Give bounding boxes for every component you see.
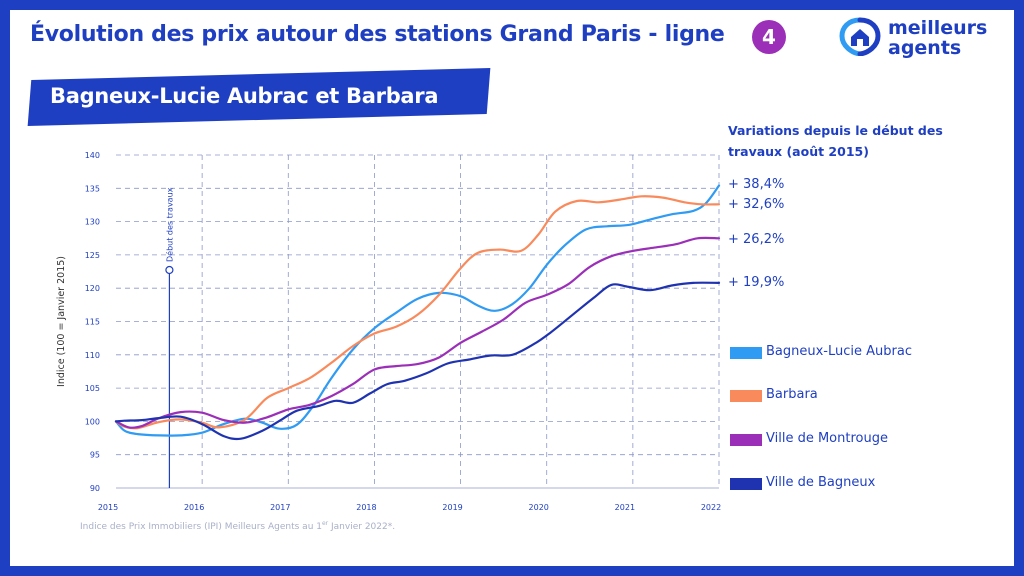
x-tick-label: 2017 [270,503,290,512]
station-name: Bagneux-Lucie Aubrac et Barbara [50,84,439,108]
variation-ville-bagneux: + 19,9% [728,275,785,290]
x-tick-label: 2020 [529,503,549,512]
legend-swatch [730,478,762,490]
line-number-badge: 4 [752,20,786,54]
y-tick-label: 105 [85,384,100,393]
series-line-bagneux-lucie-aubrac [114,184,721,437]
series-line-ville-de-montrouge [114,236,721,429]
variation-barbara: + 32,6% [728,197,785,212]
x-tick-label: 2016 [184,503,204,512]
legend-swatch [730,390,762,402]
house-pin-icon [839,17,881,57]
variations-title: Variations depuis le début des travaux (… [728,123,943,159]
legend-label: Ville de Bagneux [766,475,876,490]
page-title: Évolution des prix autour des stations G… [30,22,725,47]
logo-line-2: agents [888,37,962,59]
x-tick-label: 2015 [98,503,118,512]
footnote-sup: er [321,520,329,527]
x-tick-label: 2019 [442,503,462,512]
x-tick-label: 2021 [615,503,635,512]
y-tick-label: 95 [90,451,100,460]
annotation-label: Début des travaux [164,187,174,262]
legend-label: Ville de Montrouge [766,431,888,446]
y-axis-label: Indice (100 = Janvier 2015) [56,256,67,387]
y-tick-label: 90 [90,484,100,493]
footnote-tail: Janvier 2022*. [328,522,396,532]
y-tick-label: 135 [85,184,100,193]
variation-bagneux-lucie-aubrac: + 38,4% [728,177,785,192]
footnote-text: Indice des Prix Immobiliers (IPI) Meille… [80,522,322,532]
y-tick-label: 110 [85,351,100,360]
series-line-ville-de-bagneux [114,281,721,441]
variation-montrouge: + 26,2% [728,232,785,247]
series-line-barbara [114,195,721,430]
logo-text: meilleurs agents [888,18,987,58]
legend-label: Bagneux-Lucie Aubrac [766,344,912,359]
y-tick-label: 100 [85,417,100,426]
annotation-marker [165,265,174,275]
y-tick-label: 115 [85,318,100,327]
legend-swatch [730,434,762,446]
logo-line-1: meilleurs [888,17,988,39]
footnote: Indice des Prix Immobiliers (IPI) Meille… [80,520,395,532]
y-tick-label: 140 [85,151,100,160]
y-tick-label: 120 [85,284,100,293]
y-tick-label: 125 [85,251,100,260]
x-tick-label: 2022 [701,503,721,512]
meilleurs-agents-logo[interactable]: meilleurs agents [836,16,987,60]
x-tick-label: 2018 [356,503,376,512]
y-tick-label: 130 [85,218,100,227]
legend-label: Barbara [766,387,818,402]
legend-swatch [730,347,762,359]
